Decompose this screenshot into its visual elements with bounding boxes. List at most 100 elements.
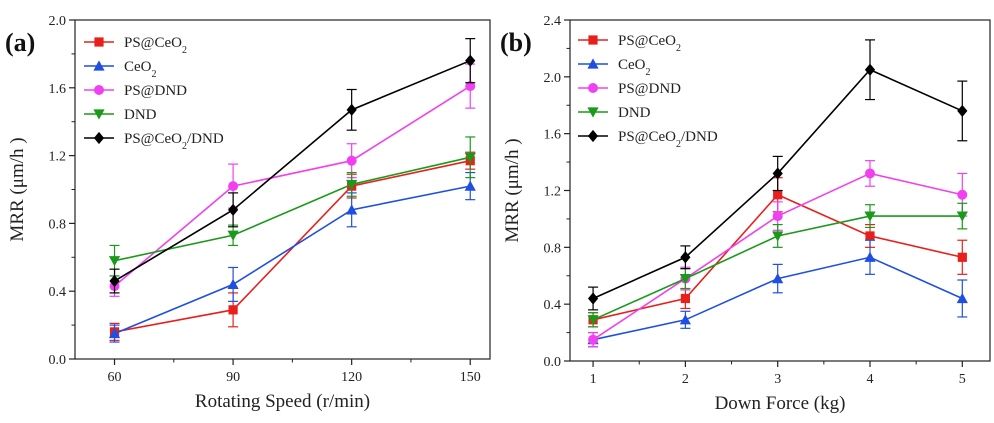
series-5 xyxy=(109,38,476,294)
legend-marker xyxy=(93,131,105,145)
data-point xyxy=(956,211,968,222)
y-tick-label: 2.0 xyxy=(49,14,67,29)
data-point xyxy=(228,181,239,192)
chart-panel-2: 0.0 0.4 0.8 1.2 1.6 2.0 2.4 1 2 3 4 5 Down Force (kg… xyxy=(500,14,991,414)
series-4 xyxy=(108,136,476,277)
data-point xyxy=(109,274,120,288)
x-tick-label: 90 xyxy=(226,370,240,385)
data-point xyxy=(464,180,476,191)
data-point xyxy=(957,189,968,200)
legend-label: CeO2 xyxy=(124,59,157,80)
data-point xyxy=(772,211,783,222)
y-tick-label: 1.2 xyxy=(544,185,562,200)
x-tick-label: 60 xyxy=(108,370,122,385)
legend-label: CeO2 xyxy=(618,57,651,78)
legend-marker xyxy=(94,85,104,95)
series-line xyxy=(114,59,471,282)
data-point xyxy=(772,272,784,284)
data-point xyxy=(108,327,121,339)
series-4 xyxy=(587,202,968,328)
data-point xyxy=(772,231,784,242)
legend-label: PS@CeO2/DND xyxy=(618,129,718,150)
legend-label: PS@CeO2/DND xyxy=(124,131,224,152)
x-axis-title: Down Force (kg) xyxy=(715,393,846,414)
y-tick-label: 0.8 xyxy=(544,241,562,256)
legend-marker xyxy=(93,109,105,120)
data-point xyxy=(679,273,691,285)
legend-label: DND xyxy=(618,105,651,121)
series-line xyxy=(114,185,471,335)
series-2 xyxy=(108,171,476,343)
y-axis-title: MRR (μm/h ) xyxy=(502,138,523,242)
data-point xyxy=(679,314,691,325)
legend: PS@CeO2 CeO2 PS@DND DND PS@CeO2/DND xyxy=(578,33,718,150)
data-point xyxy=(864,211,876,222)
x-tick-label: 150 xyxy=(460,370,481,385)
x-tick-label: 4 xyxy=(867,372,874,387)
series-2 xyxy=(587,239,968,348)
data-point xyxy=(346,179,358,191)
series-line xyxy=(114,156,471,262)
y-tick-label: 0.4 xyxy=(544,298,562,313)
y-tick-label: 0.4 xyxy=(49,285,67,300)
data-point xyxy=(346,155,357,166)
y-tick-label: 2.4 xyxy=(544,14,562,29)
data-point xyxy=(772,167,783,180)
series-5 xyxy=(587,39,968,311)
data-point xyxy=(587,315,599,326)
legend-label: PS@CeO2 xyxy=(124,35,187,56)
legend-marker xyxy=(93,60,105,71)
y-tick-label: 0.0 xyxy=(544,355,562,370)
data-point xyxy=(228,305,238,315)
panel-label: (a) xyxy=(5,28,35,57)
x-tick-label: 1 xyxy=(590,372,597,387)
y-tick-label: 1.2 xyxy=(49,150,67,165)
legend: PS@CeO2 CeO2 PS@DND DND PS@CeO2/DND xyxy=(84,35,224,152)
series-line xyxy=(114,85,471,287)
data-point xyxy=(957,252,967,262)
panel-label: (b) xyxy=(500,28,532,57)
y-axis-title: MRR (μm/h ) xyxy=(7,137,28,241)
legend-label: PS@DND xyxy=(124,83,187,99)
y-tick-label: 0.8 xyxy=(49,217,67,232)
y-tick-label: 1.6 xyxy=(544,128,562,143)
data-point xyxy=(680,293,690,304)
data-point xyxy=(346,204,358,215)
legend-label: PS@CeO2 xyxy=(618,33,681,54)
data-point xyxy=(773,190,783,200)
data-point xyxy=(227,203,239,216)
data-point xyxy=(864,251,876,262)
data-point xyxy=(587,292,599,305)
legend-label: DND xyxy=(124,107,157,123)
data-point xyxy=(956,292,968,304)
legend-marker xyxy=(94,37,104,47)
data-point xyxy=(465,81,476,92)
data-point xyxy=(680,251,691,264)
x-tick-label: 2 xyxy=(682,372,689,387)
data-point xyxy=(227,230,239,241)
y-tick-label: 1.6 xyxy=(49,82,67,97)
y-tick-label: 0.0 xyxy=(49,353,67,368)
data-point xyxy=(864,63,876,76)
data-point xyxy=(465,54,476,67)
data-point xyxy=(865,168,875,179)
y-tick-label: 2.0 xyxy=(544,71,562,86)
data-point xyxy=(865,231,875,241)
data-point xyxy=(108,256,121,267)
data-point xyxy=(227,278,239,290)
legend-marker xyxy=(587,107,599,118)
legend-label: PS@DND xyxy=(618,81,681,97)
x-tick-label: 120 xyxy=(341,370,362,385)
x-tick-label: 5 xyxy=(959,372,966,387)
x-tick-label: 3 xyxy=(774,372,781,387)
legend-marker xyxy=(588,83,598,93)
data-point xyxy=(588,334,599,345)
data-point xyxy=(464,152,476,163)
data-point xyxy=(957,104,968,118)
chart-panel-1: 0.0 0.4 0.8 1.2 1.6 2.0 60 90 120 150 Rotating Spe… xyxy=(5,14,491,412)
x-axis-title: Rotating Speed (r/min) xyxy=(195,391,370,412)
data-point xyxy=(346,103,357,116)
legend-marker xyxy=(587,58,599,69)
legend-marker xyxy=(587,129,599,143)
